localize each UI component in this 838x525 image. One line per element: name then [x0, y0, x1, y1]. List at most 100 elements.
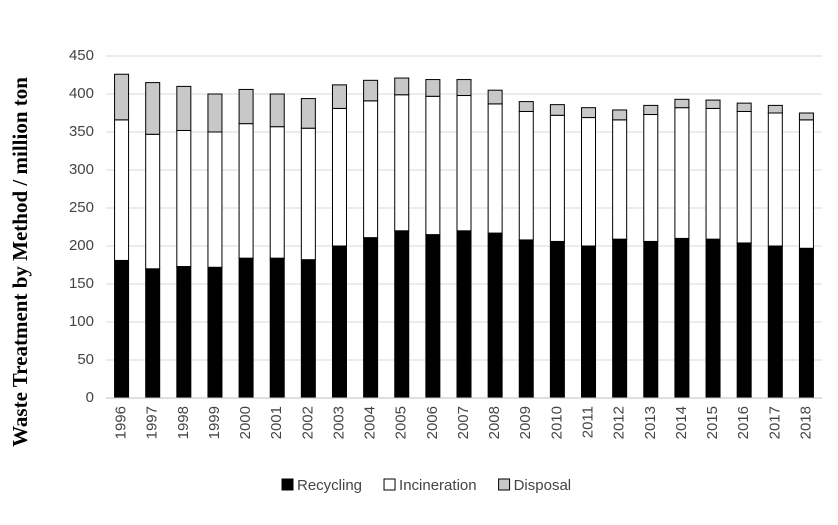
- bar-segment: [674, 107, 690, 239]
- bar-segment: [269, 257, 285, 399]
- x-tick-label: 2009: [517, 406, 534, 439]
- x-tick-label: 1996: [113, 406, 130, 439]
- legend-label: Incineration: [399, 477, 477, 494]
- bar-segment: [145, 133, 161, 270]
- bar-segment: [736, 110, 752, 244]
- x-tick-label: 2011: [579, 406, 596, 438]
- y-axis-label: Waste Treatment by Method / million ton: [8, 77, 32, 447]
- bar-segment: [238, 123, 254, 259]
- bar-segment: [425, 95, 441, 236]
- bar-segment: [549, 240, 565, 399]
- x-tick-label: 2017: [766, 406, 783, 439]
- bar-segment: [176, 266, 192, 399]
- x-tick-label: 2018: [797, 406, 814, 439]
- bar-segment: [394, 77, 410, 96]
- x-tick-label: 1998: [175, 406, 192, 439]
- bar-segment: [176, 85, 192, 131]
- bar-segment: [798, 247, 814, 399]
- x-tick-label: 2004: [362, 406, 379, 439]
- bar-segment: [705, 99, 721, 109]
- x-tick-label: 2002: [299, 406, 316, 439]
- x-tick-label: 2016: [735, 406, 752, 439]
- bar-segment: [487, 232, 503, 399]
- x-tick-label: 2008: [486, 406, 503, 439]
- bar-segment: [363, 79, 379, 102]
- legend-label: Disposal: [514, 477, 572, 494]
- bar-segment: [238, 88, 254, 125]
- bar-segment: [643, 240, 659, 399]
- bar-segment: [518, 101, 534, 112]
- legend-swatch: [383, 478, 396, 491]
- bar-segment: [612, 238, 628, 399]
- bar-segment: [705, 107, 721, 240]
- y-tick-label: 450: [69, 47, 94, 64]
- y-tick-label: 100: [69, 313, 94, 330]
- bar-segment: [767, 104, 783, 114]
- bar-segment: [207, 131, 223, 268]
- x-tick-label: 2003: [330, 406, 347, 439]
- bar-segment: [518, 110, 534, 241]
- bar-segment: [394, 94, 410, 232]
- y-tick-label: 400: [69, 85, 94, 102]
- bar-segment: [425, 234, 441, 399]
- bar-segment: [300, 259, 316, 399]
- x-tick-label: 2001: [268, 406, 285, 439]
- bar-segment: [331, 107, 347, 247]
- bar-segment: [300, 127, 316, 261]
- bar-segment: [549, 114, 565, 242]
- bar-segment: [331, 245, 347, 399]
- bar-segment: [176, 129, 192, 268]
- bar-segment: [736, 242, 752, 399]
- bar-segment: [643, 114, 659, 242]
- bar-segment: [736, 102, 752, 112]
- bar-segment: [331, 84, 347, 109]
- bar-segment: [456, 230, 472, 399]
- legend-swatch: [281, 478, 294, 491]
- bar-segment: [363, 100, 379, 239]
- bar-segment: [767, 112, 783, 247]
- bar-segment: [363, 237, 379, 399]
- x-tick-label: 2007: [455, 406, 472, 439]
- y-tick-label: 300: [69, 161, 94, 178]
- bar-segment: [114, 259, 130, 399]
- bar-segment: [581, 245, 597, 399]
- bar-segment: [612, 109, 628, 121]
- x-tick-label: 2013: [642, 406, 659, 439]
- bar-segment: [674, 237, 690, 399]
- bar-segment: [612, 119, 628, 240]
- bar-segment: [238, 257, 254, 399]
- x-tick-label: 2015: [704, 406, 721, 439]
- bar-segment: [581, 117, 597, 247]
- bar-segment: [643, 104, 659, 116]
- bar-segment: [456, 79, 472, 97]
- bar-segment: [114, 73, 130, 121]
- bar-segment: [145, 268, 161, 399]
- legend-swatch: [498, 478, 511, 491]
- bar-segment: [767, 245, 783, 399]
- bar-segment: [581, 107, 597, 119]
- x-tick-label: 1997: [144, 406, 161, 439]
- y-tick-label: 350: [69, 123, 94, 140]
- x-tick-label: 2014: [673, 406, 690, 439]
- bar-segment: [456, 95, 472, 232]
- bar-segment: [487, 89, 503, 105]
- bar-segment: [549, 104, 565, 116]
- bar-segment: [798, 112, 814, 121]
- bar-segment: [674, 98, 690, 109]
- bar-segment: [394, 230, 410, 399]
- bar-segment: [487, 103, 503, 234]
- x-tick-label: 1999: [206, 406, 223, 439]
- bar-segment: [798, 119, 814, 249]
- y-tick-label: 0: [86, 389, 94, 406]
- bar-segment: [518, 239, 534, 399]
- x-tick-label: 2000: [237, 406, 254, 439]
- y-tick-label: 150: [69, 275, 94, 292]
- bar-segment: [300, 98, 316, 129]
- bar-segment: [207, 266, 223, 399]
- x-tick-label: 2012: [611, 406, 628, 439]
- y-tick-label: 200: [69, 237, 94, 254]
- bar-segment: [207, 93, 223, 133]
- bar-segment: [269, 93, 285, 128]
